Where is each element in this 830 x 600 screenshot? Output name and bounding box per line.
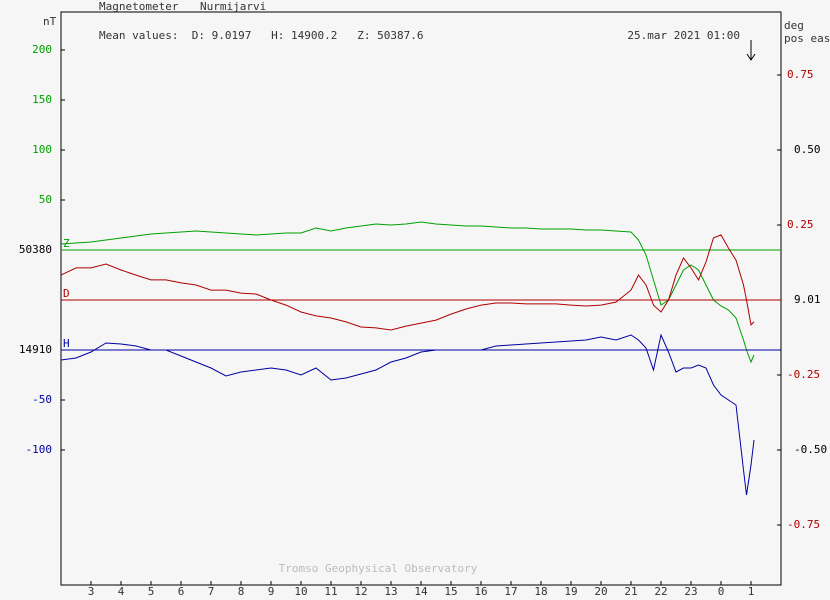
- plot-frame: [60, 11, 782, 586]
- x-tick-label: 19: [564, 585, 577, 598]
- series-line: [60, 234, 755, 331]
- x-tick-label: 1: [748, 585, 755, 598]
- x-tick-label: 14: [414, 585, 428, 598]
- y-tick-label: -100: [26, 443, 53, 456]
- series-line: [60, 333, 755, 496]
- x-tick-label: 15: [444, 585, 457, 598]
- x-tick-label: 12: [354, 585, 367, 598]
- chart-title: Magnetometer: [99, 0, 179, 13]
- station: Nurmijarvi: [200, 0, 266, 13]
- x-tick-label: 5: [148, 585, 155, 598]
- x-tick-label: 6: [178, 585, 185, 598]
- y2-tick-label: 0.50: [794, 143, 821, 156]
- y-tick-label: 100: [32, 143, 52, 156]
- x-tick-label: 21: [624, 585, 637, 598]
- y2-tick-label: 0.25: [787, 218, 814, 231]
- y-tick-label: 14910: [19, 343, 52, 356]
- x-tick-label: 17: [504, 585, 517, 598]
- footer: Tromso Geophysical Observatory: [279, 562, 478, 575]
- x-tick-label: 9: [268, 585, 275, 598]
- y2-tick-label: 9.01: [794, 293, 821, 306]
- timestamp: 25.mar 2021 01:00: [627, 29, 740, 42]
- x-tick-label: 18: [534, 585, 547, 598]
- x-tick-label: 10: [294, 585, 307, 598]
- y-tick-label: -50: [32, 393, 52, 406]
- y2-tick-label: -0.50: [794, 443, 827, 456]
- x-tick-label: 16: [474, 585, 487, 598]
- y2-axis-label: pos east: [784, 32, 830, 45]
- series-label: D: [63, 287, 70, 300]
- y2-tick-label: -0.25: [787, 368, 820, 381]
- x-tick-label: 7: [208, 585, 215, 598]
- x-tick-label: 11: [324, 585, 337, 598]
- x-tick-label: 8: [238, 585, 245, 598]
- x-tick-label: 20: [594, 585, 607, 598]
- y-axis-label: nT: [43, 15, 57, 28]
- x-tick-label: 23: [684, 585, 697, 598]
- y2-tick-label: -0.75: [787, 518, 820, 531]
- series-line: [60, 221, 755, 364]
- mean-values: Mean values: D: 9.0197 H: 14900.2 Z: 503…: [99, 29, 424, 42]
- y-tick-label: 150: [32, 93, 52, 106]
- y2-axis-label: deg: [784, 19, 804, 32]
- y-tick-label: 200: [32, 43, 52, 56]
- y-tick-label: 50380: [19, 243, 52, 256]
- y2-tick-label: 0.75: [787, 68, 814, 81]
- series-label: H: [63, 337, 70, 350]
- time-arrow: [746, 40, 756, 61]
- x-tick-label: 0: [718, 585, 725, 598]
- y-tick-label: 50: [39, 193, 52, 206]
- x-tick-label: 3: [88, 585, 95, 598]
- x-tick-label: 4: [118, 585, 125, 598]
- x-tick-label: 22: [654, 585, 667, 598]
- x-tick-label: 13: [384, 585, 397, 598]
